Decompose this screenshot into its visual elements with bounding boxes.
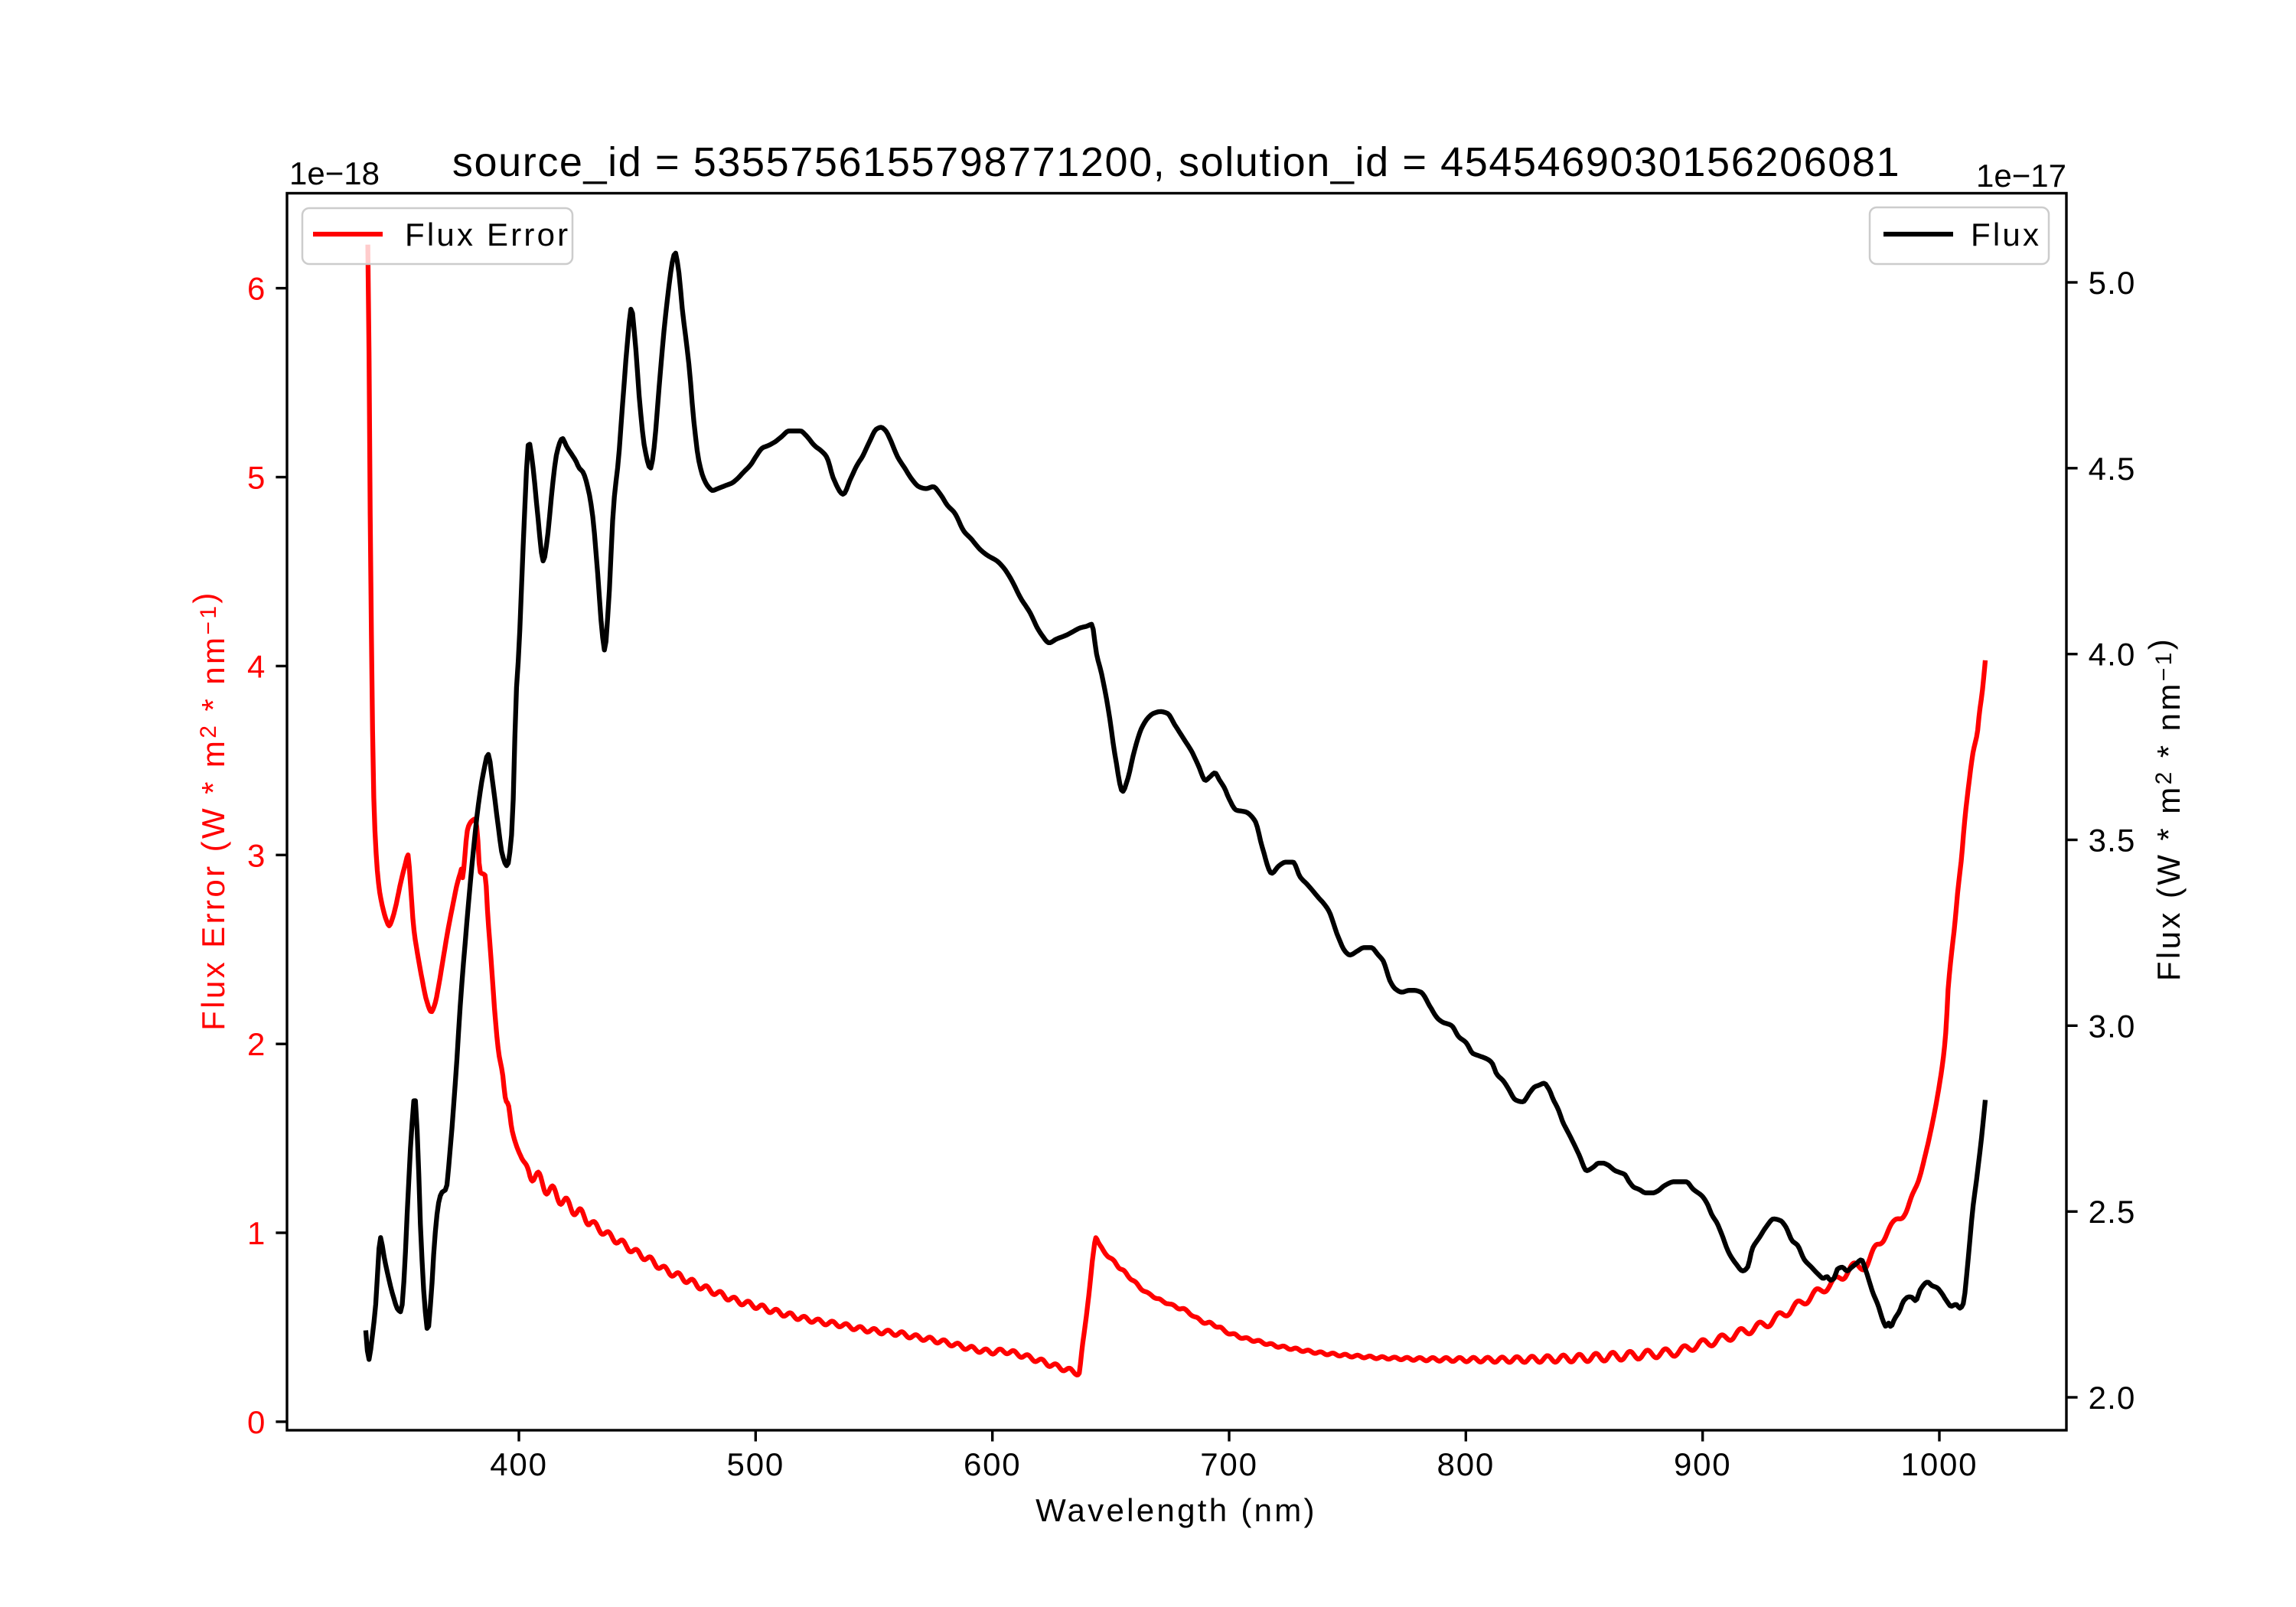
svg-text:1000: 1000 bbox=[1901, 1446, 1978, 1482]
svg-text:0: 0 bbox=[247, 1404, 265, 1440]
svg-text:2: 2 bbox=[247, 1026, 265, 1062]
svg-text:Wavelength (nm): Wavelength (nm) bbox=[1035, 1492, 1317, 1528]
svg-text:source_id = 535575615579877120: source_id = 5355756155798771200, solutio… bbox=[452, 139, 1900, 185]
svg-text:600: 600 bbox=[964, 1446, 1021, 1482]
svg-text:5.0: 5.0 bbox=[2089, 265, 2136, 301]
svg-text:4: 4 bbox=[247, 648, 265, 684]
svg-text:Flux: Flux bbox=[1971, 217, 2041, 253]
svg-text:6: 6 bbox=[247, 271, 265, 307]
svg-text:3.5: 3.5 bbox=[2089, 823, 2136, 859]
svg-text:400: 400 bbox=[490, 1446, 547, 1482]
svg-text:800: 800 bbox=[1437, 1446, 1495, 1482]
svg-text:500: 500 bbox=[727, 1446, 784, 1482]
svg-text:1e−17: 1e−17 bbox=[1976, 158, 2066, 194]
svg-text:4.0: 4.0 bbox=[2089, 637, 2136, 673]
svg-text:700: 700 bbox=[1200, 1446, 1257, 1482]
svg-text:2.5: 2.5 bbox=[2089, 1194, 2136, 1230]
svg-text:3: 3 bbox=[247, 837, 265, 873]
svg-text:4.5: 4.5 bbox=[2089, 451, 2136, 487]
svg-text:Flux Error: Flux Error bbox=[405, 217, 570, 253]
svg-text:3.0: 3.0 bbox=[2089, 1008, 2136, 1044]
svg-text:1e−18: 1e−18 bbox=[289, 155, 380, 191]
svg-text:5: 5 bbox=[247, 460, 265, 496]
svg-text:2.0: 2.0 bbox=[2089, 1380, 2136, 1416]
svg-text:1: 1 bbox=[247, 1215, 265, 1251]
svg-text:900: 900 bbox=[1674, 1446, 1731, 1482]
